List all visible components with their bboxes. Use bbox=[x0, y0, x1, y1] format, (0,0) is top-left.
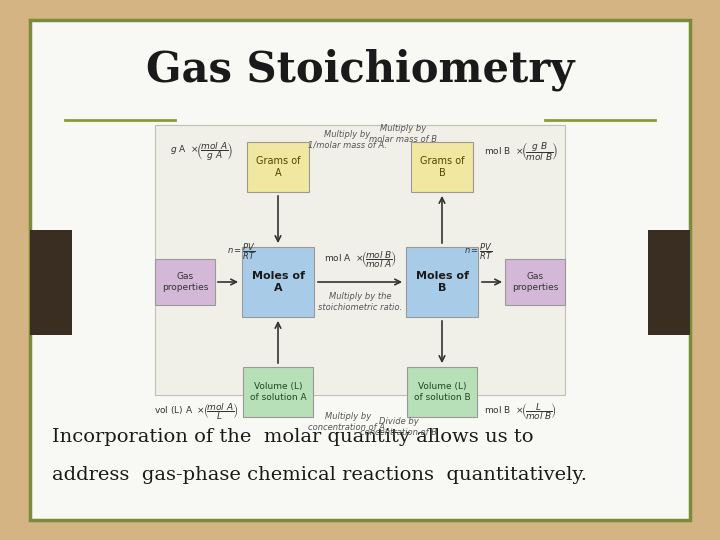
FancyBboxPatch shape bbox=[406, 247, 478, 317]
Text: Grams of
B: Grams of B bbox=[420, 156, 464, 178]
Text: Divide by
concentration of B: Divide by concentration of B bbox=[360, 417, 437, 437]
Text: mol A  $\times\!\left(\!\dfrac{mol\ B}{mol\ A}\!\right)$: mol A $\times\!\left(\!\dfrac{mol\ B}{mo… bbox=[324, 249, 396, 271]
Text: Moles of
A: Moles of A bbox=[251, 271, 305, 293]
Text: Volume (L)
of solution A: Volume (L) of solution A bbox=[250, 382, 306, 402]
Text: $n = \dfrac{PV}{RT}$: $n = \dfrac{PV}{RT}$ bbox=[464, 242, 493, 262]
Text: vol (L) A  $\times\!\left(\!\dfrac{mol\ A}{L}\!\right)$: vol (L) A $\times\!\left(\!\dfrac{mol\ A… bbox=[154, 402, 238, 422]
Text: Gas
properties: Gas properties bbox=[162, 272, 208, 292]
Text: Volume (L)
of solution B: Volume (L) of solution B bbox=[414, 382, 470, 402]
Text: $g$ A  $\times\!\left(\!\dfrac{mol\ A}{g\ A}\!\right)$: $g$ A $\times\!\left(\!\dfrac{mol\ A}{g\… bbox=[171, 140, 233, 164]
Text: Multiply by
molar mass of B: Multiply by molar mass of B bbox=[369, 124, 437, 144]
Text: mol B  $\times\!\left(\!\dfrac{g\ B}{mol\ B}\!\right)$: mol B $\times\!\left(\!\dfrac{g\ B}{mol\… bbox=[484, 140, 558, 164]
FancyBboxPatch shape bbox=[505, 259, 565, 305]
Text: Moles of
B: Moles of B bbox=[415, 271, 469, 293]
Text: Multiply by
1/molar mass of A.: Multiply by 1/molar mass of A. bbox=[308, 130, 387, 150]
FancyBboxPatch shape bbox=[155, 259, 215, 305]
FancyBboxPatch shape bbox=[242, 247, 314, 317]
Text: Multiply by
concentration of A.: Multiply by concentration of A. bbox=[308, 413, 388, 431]
Text: Gas Stoichiometry: Gas Stoichiometry bbox=[145, 49, 575, 91]
Text: Incorporation of the  molar quantity allows us to: Incorporation of the molar quantity allo… bbox=[52, 428, 534, 446]
FancyBboxPatch shape bbox=[243, 367, 313, 417]
FancyBboxPatch shape bbox=[407, 367, 477, 417]
Text: Gas
properties: Gas properties bbox=[512, 272, 558, 292]
FancyBboxPatch shape bbox=[247, 142, 309, 192]
Text: Grams of
A: Grams of A bbox=[256, 156, 300, 178]
FancyBboxPatch shape bbox=[411, 142, 473, 192]
Text: mol B  $\times\!\left(\!\dfrac{L}{mol\ B}\!\right)$: mol B $\times\!\left(\!\dfrac{L}{mol\ B}… bbox=[484, 402, 557, 422]
Bar bbox=[648, 230, 690, 335]
Bar bbox=[30, 230, 72, 335]
Bar bbox=[155, 125, 565, 395]
Text: Multiply by the
stoichiometric ratio.: Multiply by the stoichiometric ratio. bbox=[318, 292, 402, 312]
Text: address  gas-phase chemical reactions  quantitatively.: address gas-phase chemical reactions qua… bbox=[52, 466, 587, 484]
Text: $n = \dfrac{PV}{RT}$: $n = \dfrac{PV}{RT}$ bbox=[227, 242, 256, 262]
